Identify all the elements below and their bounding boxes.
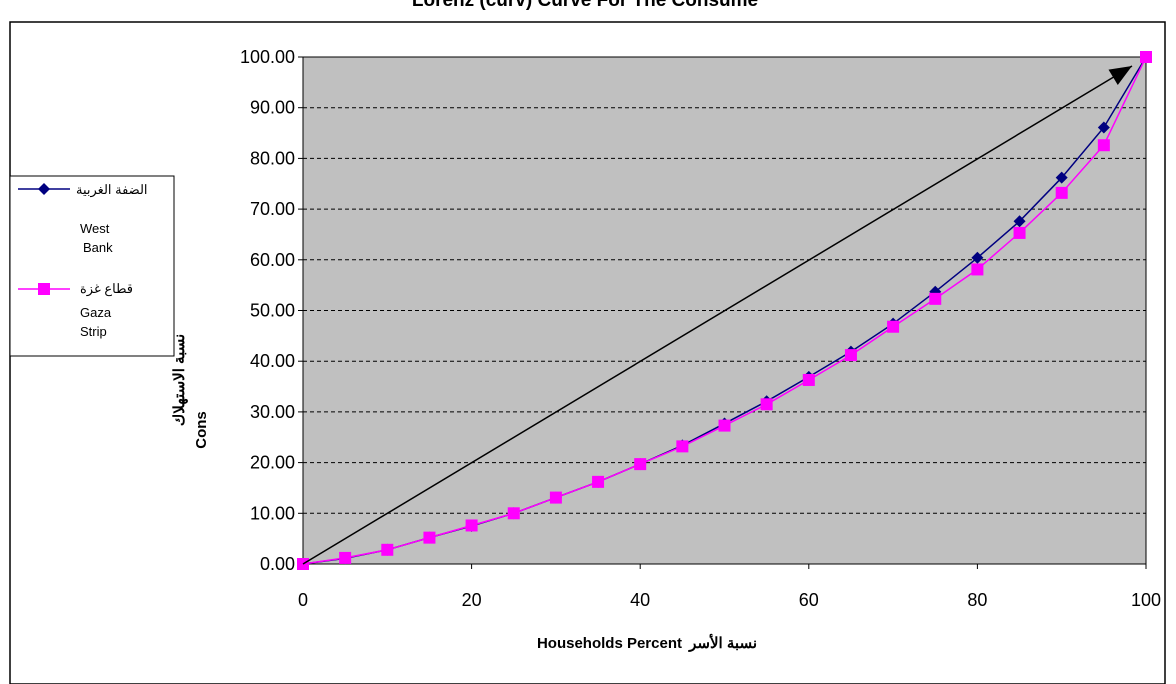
data-point-west-bank <box>1097 121 1110 134</box>
legend-swatch-west-bank-marker <box>38 183 50 195</box>
x-tick-label: 60 <box>799 590 819 610</box>
legend-label-gaza-line2: Strip <box>80 324 107 339</box>
y-axis-title: Cons <box>193 411 210 449</box>
data-point-gaza-strip <box>549 491 562 504</box>
y-axis-title-arabic: نسبة الاستهلاك <box>171 334 188 426</box>
equality-line <box>302 65 1133 565</box>
data-point-gaza-strip <box>1013 226 1026 239</box>
legend-label-gaza-arabic: قطاع غزة <box>80 281 133 297</box>
data-point-west-bank <box>1055 171 1068 184</box>
y-tick-label: 90.00 <box>250 98 295 118</box>
legend-box <box>9 175 175 357</box>
x-tick-label: 80 <box>967 590 987 610</box>
data-point-gaza-strip <box>465 519 478 532</box>
data-point-gaza-strip <box>844 349 857 362</box>
data-point-gaza-strip <box>887 320 900 333</box>
data-point-west-bank <box>971 251 984 264</box>
y-tick-label: 0.00 <box>260 554 295 574</box>
data-point-gaza-strip <box>802 373 815 386</box>
data-point-gaza-strip <box>634 458 647 471</box>
data-point-gaza-strip <box>929 292 942 305</box>
data-point-gaza-strip <box>971 263 984 276</box>
y-tick-label: 40.00 <box>250 351 295 371</box>
y-tick-label: 100.00 <box>240 47 295 67</box>
data-point-gaza-strip <box>1055 186 1068 199</box>
legend-label-west-bank-line2: Bank <box>83 240 113 255</box>
legend-label-gaza-line1: Gaza <box>80 305 112 320</box>
data-point-gaza-strip <box>423 531 436 544</box>
y-tick-label: 10.00 <box>250 503 295 523</box>
data-point-gaza-strip <box>676 440 689 453</box>
legend-swatch-gaza-marker <box>38 283 50 295</box>
series-layer <box>297 51 1152 570</box>
x-axis-title: Households Percent <box>537 635 682 652</box>
data-point-west-bank <box>1013 215 1026 228</box>
legend-label-west-bank-line1: West <box>80 221 110 236</box>
data-point-gaza-strip <box>1097 139 1110 152</box>
data-point-gaza-strip <box>507 507 520 520</box>
y-tick-label: 50.00 <box>250 301 295 321</box>
y-tick-label: 80.00 <box>250 148 295 168</box>
y-tick-label: 20.00 <box>250 453 295 473</box>
legend: الضفة الغربية West Bank قطاع غزة Gaza St… <box>9 175 175 357</box>
x-tick-label: 20 <box>462 590 482 610</box>
y-tick-label: 30.00 <box>250 402 295 422</box>
data-point-gaza-strip <box>718 419 731 432</box>
equality-arrowhead <box>1108 66 1132 86</box>
data-point-gaza-strip <box>1140 51 1152 63</box>
y-tick-label: 70.00 <box>250 199 295 219</box>
data-point-gaza-strip <box>381 543 394 556</box>
x-axis-title-arabic: نسبة الأسر <box>688 633 757 652</box>
data-point-gaza-strip <box>592 475 605 488</box>
data-point-gaza-strip <box>760 398 773 411</box>
x-tick-label: 100 <box>1131 590 1161 610</box>
data-point-gaza-strip <box>339 551 352 564</box>
legend-label-west-bank-arabic: الضفة الغربية <box>76 182 148 198</box>
x-tick-label: 0 <box>298 590 308 610</box>
x-tick-label: 40 <box>630 590 650 610</box>
y-tick-label: 60.00 <box>250 250 295 270</box>
axes: 0.00 10.00 20.00 30.00 40.00 50.00 60.00 70.00 8… <box>240 47 1161 610</box>
chart-title: Lorenz (curv) Curve For The Consume <box>412 0 758 11</box>
